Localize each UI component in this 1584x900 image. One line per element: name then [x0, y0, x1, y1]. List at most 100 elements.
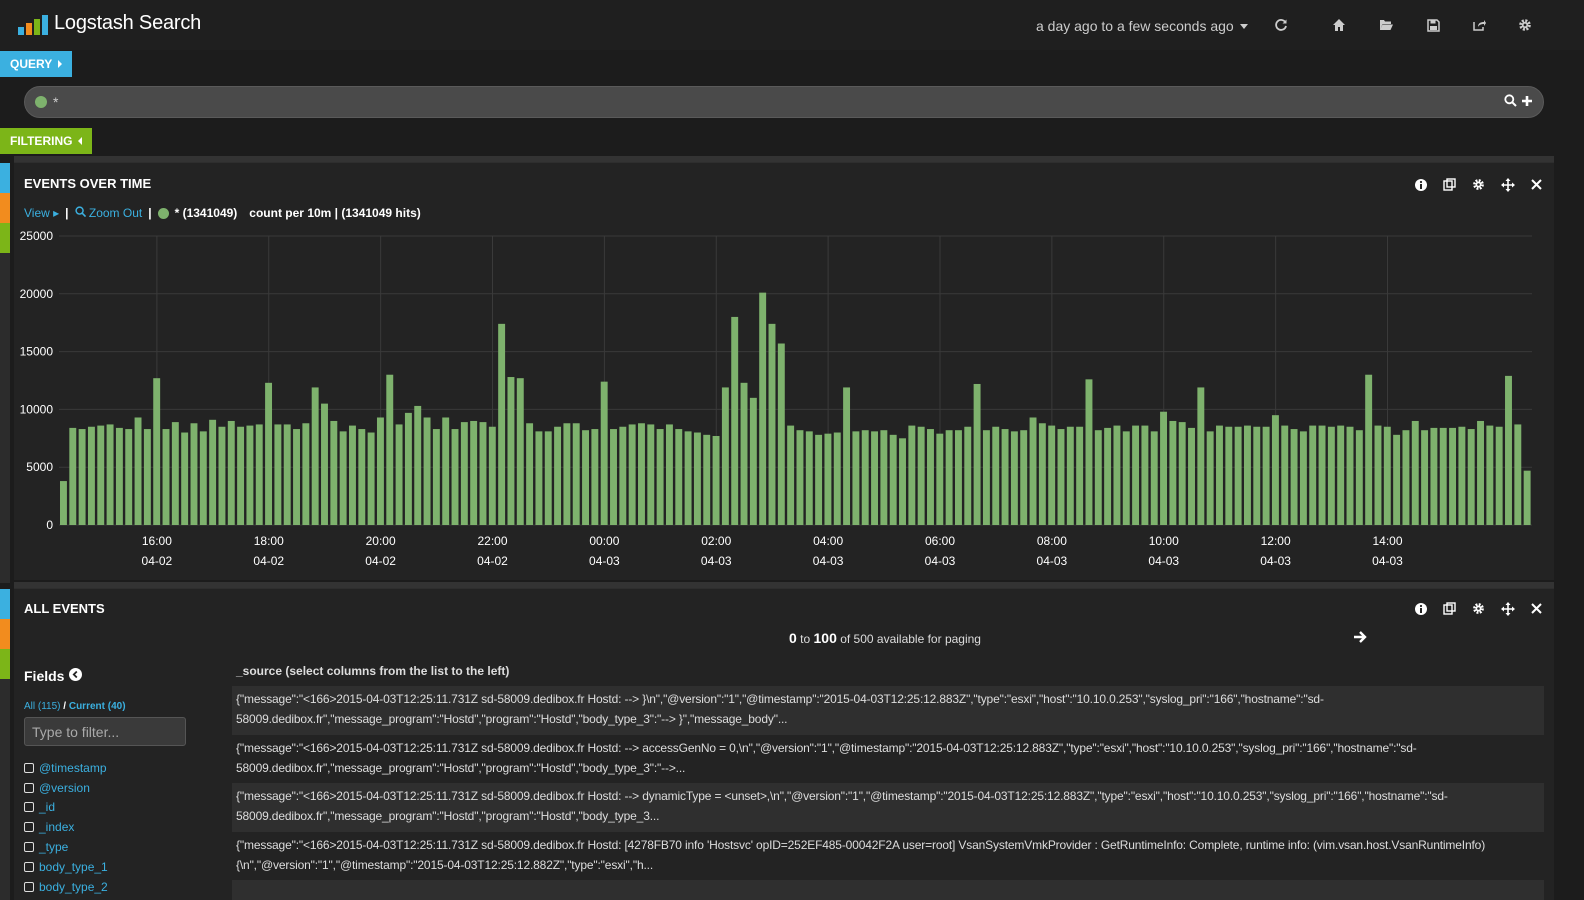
event-row[interactable]: {"message":"<166>2015-04-03T12:25:11.731…: [236, 740, 1417, 775]
save-icon[interactable]: [1424, 16, 1442, 34]
x-tick-time-label: 06:00: [925, 534, 955, 548]
histogram-bar: [1234, 426, 1242, 525]
histogram-bar: [1094, 430, 1102, 525]
histogram-bar: [339, 431, 347, 525]
events-over-time-chart[interactable]: 0 5000 10000 15000 20000 25000 16:00 04-02 18:00…: [0, 0, 1584, 590]
add-query-icon[interactable]: [1521, 94, 1533, 112]
gear-icon[interactable]: [1516, 16, 1534, 34]
histogram-bar: [358, 429, 366, 525]
duplicate-icon[interactable]: [1442, 177, 1457, 192]
field-item[interactable]: _type: [24, 837, 108, 857]
fields-all-link[interactable]: All (115): [24, 701, 61, 712]
row-tab-orange[interactable]: [0, 193, 10, 223]
query-toggle-button[interactable]: QUERY: [0, 51, 73, 77]
histogram-bar: [143, 429, 151, 525]
histogram-bar: [843, 387, 851, 525]
histogram-bar: [1299, 431, 1307, 525]
info-icon[interactable]: [1413, 601, 1428, 616]
histogram-bar: [1449, 427, 1457, 525]
histogram-bar: [880, 430, 888, 525]
histogram-bar: [1374, 425, 1382, 525]
gear-icon[interactable]: [1471, 177, 1486, 192]
event-row[interactable]: [232, 880, 1544, 900]
row-tab-blue[interactable]: [0, 163, 10, 193]
event-row[interactable]: {"message":"<166>2015-04-03T12:25:11.731…: [232, 686, 1544, 735]
home-icon[interactable]: [1330, 16, 1348, 34]
histogram-bar: [1001, 429, 1009, 525]
checkbox[interactable]: [24, 802, 34, 813]
search-icon[interactable]: [1504, 94, 1517, 112]
refresh-icon[interactable]: [1272, 16, 1290, 34]
histogram-bar: [1393, 434, 1401, 525]
x-tick-date-label: 04-03: [1148, 554, 1179, 568]
x-tick-date-label: 04-02: [142, 554, 173, 568]
histogram-bar: [1188, 427, 1195, 525]
histogram-bar: [1253, 426, 1261, 525]
x-tick-time-label: 18:00: [254, 534, 284, 548]
x-tick-time-label: 04:00: [813, 534, 843, 548]
histogram-bar: [973, 383, 981, 525]
close-icon[interactable]: [1529, 177, 1544, 192]
checkbox[interactable]: [24, 842, 34, 853]
histogram-bar: [1439, 427, 1447, 525]
top-navbar: Logstash Search a day ago to a few secon…: [0, 0, 1584, 50]
field-item[interactable]: @timestamp: [24, 758, 108, 778]
field-item[interactable]: body_type_1: [24, 857, 108, 877]
checkbox[interactable]: [24, 861, 34, 872]
chevron-left-circle-icon[interactable]: [69, 668, 83, 684]
checkbox[interactable]: [24, 762, 34, 773]
query-color-dot[interactable]: [35, 96, 47, 108]
timespan-label: a day ago to a few seconds ago: [1036, 18, 1234, 34]
field-item[interactable]: _index: [24, 817, 108, 837]
field-filter-input[interactable]: [24, 717, 186, 746]
fields-current-link[interactable]: Current (40): [68, 701, 126, 712]
timepicker-dropdown[interactable]: a day ago to a few seconds ago: [1036, 18, 1248, 34]
next-page-arrow-icon[interactable]: [1352, 629, 1368, 650]
row-tab-orange[interactable]: [0, 619, 10, 649]
checkbox[interactable]: [24, 782, 34, 793]
histogram-bar: [712, 435, 720, 525]
histogram-bar: [1318, 425, 1326, 525]
series-color-dot[interactable]: [157, 207, 169, 219]
fields-title: Fields: [24, 668, 65, 684]
field-item[interactable]: @version: [24, 778, 108, 798]
close-icon[interactable]: [1529, 601, 1544, 616]
row-tab-green[interactable]: [0, 649, 10, 679]
row-tab-green[interactable]: [0, 223, 10, 253]
field-item[interactable]: _id: [24, 798, 108, 818]
move-icon[interactable]: [1500, 601, 1515, 616]
folder-open-icon[interactable]: [1377, 16, 1395, 34]
info-icon[interactable]: [1413, 177, 1428, 192]
checkbox[interactable]: [24, 822, 34, 833]
histogram-bar: [749, 397, 757, 525]
field-item[interactable]: body_type_2: [24, 877, 108, 897]
histogram-bar: [1104, 427, 1112, 525]
histogram-bar: [582, 430, 589, 525]
event-row[interactable]: {"message":"<166>2015-04-03T12:25:11.731…: [232, 783, 1544, 832]
row-tab-blue[interactable]: [0, 589, 10, 619]
brand[interactable]: Logstash Search: [18, 12, 201, 35]
gear-icon[interactable]: [1471, 601, 1486, 616]
histogram-bar: [460, 422, 468, 525]
event-row[interactable]: {"message":"<166>2015-04-03T12:25:11.731…: [236, 837, 1486, 872]
histogram-bar: [367, 432, 375, 525]
zoom-out-button[interactable]: Zoom Out: [74, 206, 142, 220]
histogram-bar: [787, 425, 795, 525]
x-tick-date-label: 04-03: [701, 554, 732, 568]
histogram-bar: [498, 323, 506, 525]
share-icon[interactable]: [1470, 16, 1488, 34]
histogram-bar: [1113, 425, 1121, 525]
histogram-bar: [321, 403, 328, 525]
y-tick-label: 0: [46, 518, 53, 532]
filtering-toggle-button[interactable]: FILTERING: [0, 128, 93, 154]
view-menu[interactable]: View ▸: [24, 206, 60, 220]
duplicate-icon[interactable]: [1442, 601, 1457, 616]
histogram-bar: [507, 377, 515, 525]
move-icon[interactable]: [1500, 177, 1515, 192]
query-input[interactable]: [53, 92, 1493, 112]
histogram-bar: [153, 378, 161, 525]
histogram-bar: [693, 432, 701, 525]
histogram-bar: [302, 423, 310, 525]
checkbox[interactable]: [24, 881, 34, 892]
histogram-bar: [647, 424, 655, 525]
